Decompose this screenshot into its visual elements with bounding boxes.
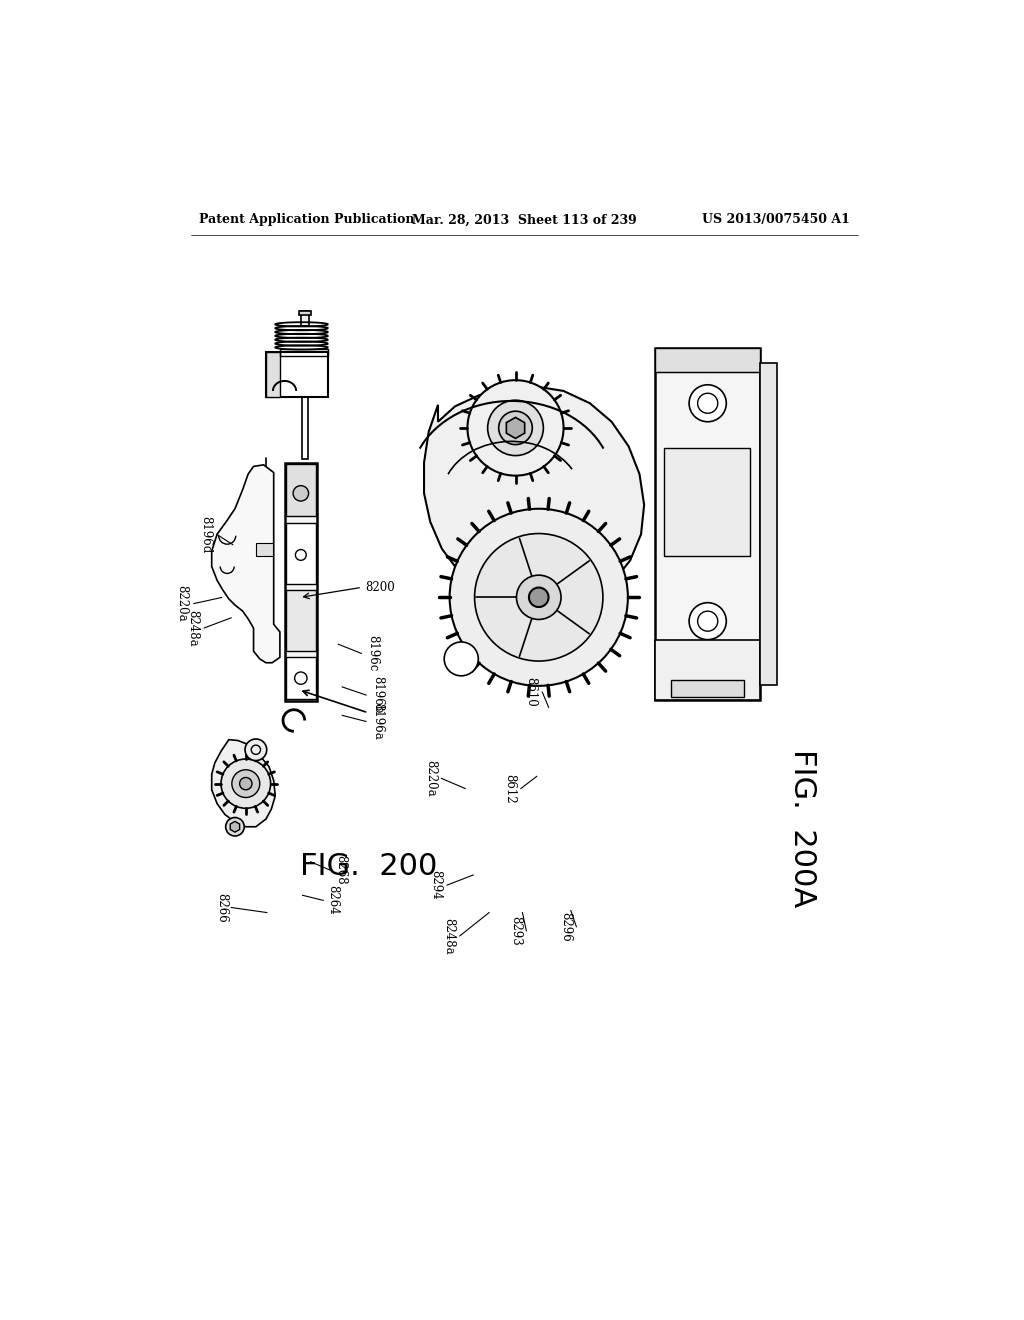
Text: 8266: 8266	[215, 892, 228, 923]
Text: US 2013/0075450 A1: US 2013/0075450 A1	[702, 214, 850, 227]
Polygon shape	[212, 465, 280, 663]
Bar	[302, 397, 308, 459]
Bar	[266, 352, 328, 397]
Text: 8196d: 8196d	[200, 516, 212, 553]
Bar	[671, 681, 744, 697]
Text: 8248a: 8248a	[186, 610, 200, 647]
Bar	[280, 348, 328, 356]
Bar	[286, 523, 315, 585]
Bar	[665, 447, 751, 556]
Circle shape	[499, 412, 532, 445]
Circle shape	[444, 642, 478, 676]
Text: 8294: 8294	[429, 870, 442, 900]
Bar	[256, 544, 273, 556]
Text: FIG.  200A: FIG. 200A	[787, 750, 817, 907]
Text: Mar. 28, 2013  Sheet 113 of 239: Mar. 28, 2013 Sheet 113 of 239	[413, 214, 637, 227]
Text: 8268: 8268	[334, 855, 347, 884]
Text: 8200: 8200	[366, 581, 395, 594]
Circle shape	[240, 777, 252, 789]
Circle shape	[231, 770, 260, 797]
Polygon shape	[424, 387, 644, 609]
Text: 8220a: 8220a	[175, 585, 188, 622]
Circle shape	[516, 576, 561, 619]
Bar	[266, 352, 280, 397]
Circle shape	[221, 759, 270, 808]
Text: 8293: 8293	[509, 916, 522, 945]
Text: 8264: 8264	[327, 886, 339, 915]
Circle shape	[487, 400, 544, 455]
Text: 8196b: 8196b	[372, 676, 384, 714]
Text: 8248a: 8248a	[442, 917, 455, 954]
Circle shape	[225, 817, 245, 836]
Circle shape	[529, 587, 549, 607]
Text: Patent Application Publication: Patent Application Publication	[200, 214, 415, 227]
Text: 8196a: 8196a	[372, 704, 384, 741]
Circle shape	[467, 380, 563, 475]
Bar	[286, 656, 315, 700]
Circle shape	[474, 533, 603, 661]
Circle shape	[689, 603, 726, 640]
Bar	[655, 348, 760, 372]
Text: 8296: 8296	[559, 912, 572, 941]
Bar	[285, 462, 317, 701]
Circle shape	[689, 384, 726, 422]
Bar	[286, 465, 315, 516]
Text: 8220a: 8220a	[424, 760, 437, 797]
Polygon shape	[212, 739, 275, 826]
Circle shape	[450, 508, 628, 686]
Text: FIG.  200: FIG. 200	[300, 853, 437, 882]
Bar	[299, 312, 311, 315]
Circle shape	[293, 486, 308, 502]
Bar	[655, 348, 760, 701]
Bar	[301, 312, 308, 326]
Text: 8610: 8610	[524, 677, 538, 708]
Bar	[655, 640, 760, 701]
Text: 8196c: 8196c	[366, 635, 379, 672]
Circle shape	[245, 739, 266, 760]
Bar	[286, 590, 315, 651]
Bar	[760, 363, 776, 685]
Text: 8612: 8612	[503, 774, 516, 804]
